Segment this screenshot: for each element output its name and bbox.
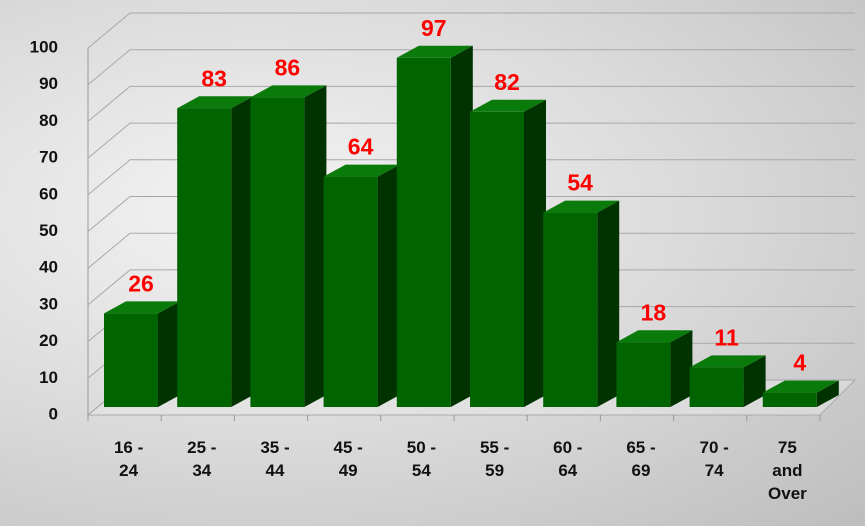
value-label: 64: [348, 134, 374, 160]
value-label: 86: [275, 54, 301, 80]
x-tick-label: 75 and Over: [768, 438, 807, 503]
bar-side: [743, 355, 766, 407]
x-tick-label: 45 - 49: [333, 438, 363, 480]
bar-side: [450, 45, 473, 408]
bar: [689, 367, 744, 407]
bar: [177, 108, 232, 407]
y-tick-label: 40: [39, 258, 58, 277]
bar-side: [670, 330, 693, 407]
x-tick-label: 25 - 34: [187, 438, 217, 480]
bar: [470, 111, 524, 408]
bar: [396, 57, 451, 408]
bar-side: [816, 380, 839, 407]
x-tick-label: 50 - 54: [406, 438, 437, 480]
value-label: 26: [128, 270, 154, 296]
y-tick-label: 100: [30, 37, 58, 56]
bar-side: [158, 301, 180, 407]
y-tick-label: 70: [39, 148, 58, 167]
bar-top: [104, 301, 180, 314]
value-label: 4: [793, 350, 806, 376]
y-tick-label: 60: [39, 184, 58, 203]
value-label: 11: [714, 324, 739, 350]
y-tick-label: 30: [39, 294, 58, 313]
bar: [543, 212, 598, 407]
bar-top: [616, 330, 693, 343]
bar-top: [250, 85, 327, 98]
bar: [762, 392, 817, 407]
bar: [104, 313, 158, 407]
y-tick-label: 50: [39, 221, 58, 240]
grid-line: [87, 49, 855, 86]
value-label: 97: [421, 15, 447, 41]
bar: [250, 97, 305, 408]
x-tick-label: 55 - 59: [479, 438, 510, 480]
bar: [323, 176, 378, 407]
value-label: 18: [641, 299, 667, 325]
bar-side: [304, 85, 327, 408]
grid-line: [87, 85, 855, 122]
x-tick-label: 16 - 24: [113, 438, 144, 480]
y-tick-label: 20: [39, 331, 58, 350]
grid-line: [87, 12, 855, 49]
bar-top: [396, 45, 473, 58]
y-tick-label: 10: [39, 368, 58, 387]
bar-side: [524, 99, 546, 408]
y-tick-label: 80: [39, 111, 58, 130]
x-tick-label: 60 - 64: [553, 438, 583, 480]
bar: [616, 342, 671, 407]
x-tick-label: 35 - 44: [260, 438, 290, 480]
grid-line: [87, 122, 855, 159]
bar-top: [177, 96, 254, 109]
grid-line: [87, 159, 855, 196]
bar-top: [689, 355, 766, 368]
bar-top: [470, 99, 546, 112]
y-tick-label: 0: [49, 404, 58, 423]
bar-top: [543, 200, 620, 213]
x-tick-label: 70 - 74: [699, 438, 729, 480]
x-tick-label: 65 - 69: [626, 438, 656, 480]
grid-line: [87, 196, 855, 232]
bar-side: [231, 96, 254, 407]
bar-side: [597, 200, 620, 407]
bar-top: [323, 164, 400, 177]
value-label: 82: [494, 69, 520, 95]
bar-side: [377, 164, 400, 407]
value-label: 54: [567, 170, 593, 196]
bar-top: [762, 380, 839, 393]
y-tick-label: 90: [39, 74, 58, 93]
value-label: 83: [201, 65, 227, 91]
